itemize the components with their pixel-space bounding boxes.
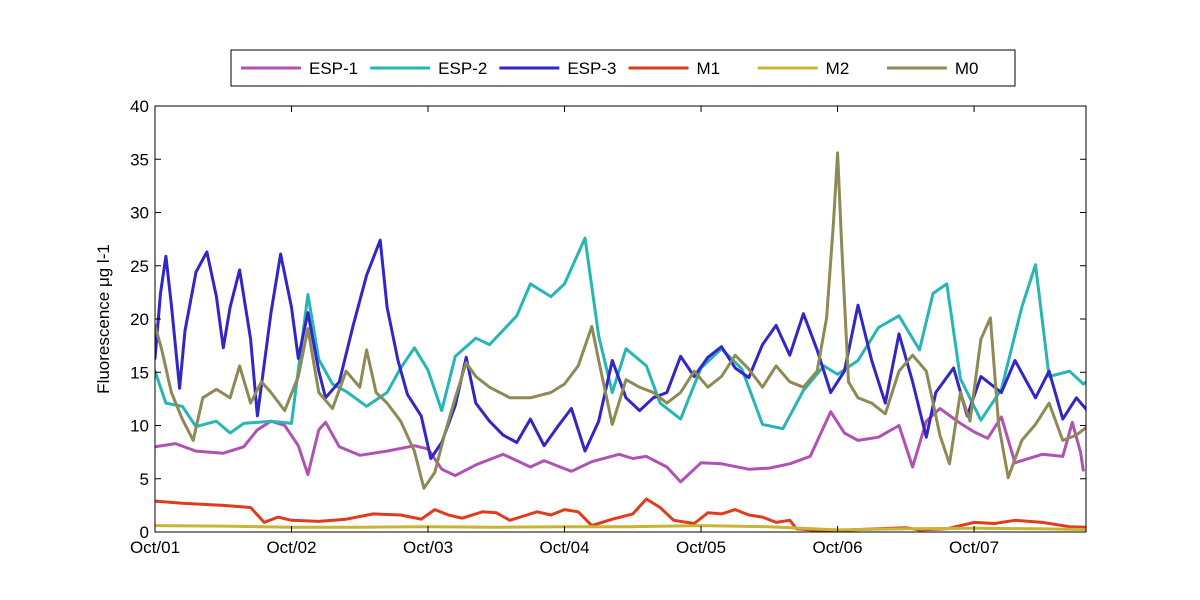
x-tick-label: Oct/07 bbox=[949, 538, 999, 557]
legend-label: ESP-1 bbox=[309, 59, 358, 78]
x-tick-label: Oct/01 bbox=[130, 538, 180, 557]
y-axis-label: Fluorescence μg l-1 bbox=[94, 244, 113, 394]
legend-label: ESP-2 bbox=[438, 59, 487, 78]
series-line-m0 bbox=[155, 151, 1086, 490]
series-line-esp-1 bbox=[155, 407, 1085, 484]
y-tick-label: 25 bbox=[130, 257, 149, 276]
x-tick-label: Oct/02 bbox=[266, 538, 316, 557]
x-tick-label: Oct/03 bbox=[403, 538, 453, 557]
x-tick-label: Oct/06 bbox=[813, 538, 863, 557]
y-tick-label: 30 bbox=[130, 204, 149, 223]
y-tick-label: 40 bbox=[130, 97, 149, 116]
x-tick-label: Oct/04 bbox=[539, 538, 589, 557]
y-tick-label: 20 bbox=[130, 310, 149, 329]
legend-label: M0 bbox=[955, 59, 979, 78]
series-layer bbox=[155, 151, 1086, 532]
legend: ESP-1 ESP-2 ESP-3 M1 M2 M0 bbox=[230, 49, 1016, 87]
y-tick-label: 10 bbox=[130, 417, 149, 436]
plot-area bbox=[155, 106, 1086, 532]
legend-label: M1 bbox=[697, 59, 721, 78]
y-tick-label: 5 bbox=[140, 470, 149, 489]
series-line-m2 bbox=[155, 524, 1086, 532]
legend-box bbox=[230, 49, 1016, 87]
x-tick-label: Oct/05 bbox=[676, 538, 726, 557]
y-tick-label: 0 bbox=[140, 523, 149, 542]
x-axis: Oct/01 Oct/02 Oct/03 Oct/04 Oct/05 Oct/06 Oct/… bbox=[130, 106, 999, 557]
legend-label: M2 bbox=[826, 59, 850, 78]
legend-label: ESP-3 bbox=[567, 59, 616, 78]
y-axis: 0 5 10 15 20 25 30 35 40 bbox=[130, 97, 1086, 542]
y-tick-label: 15 bbox=[130, 363, 149, 382]
y-tick-label: 35 bbox=[130, 150, 149, 169]
